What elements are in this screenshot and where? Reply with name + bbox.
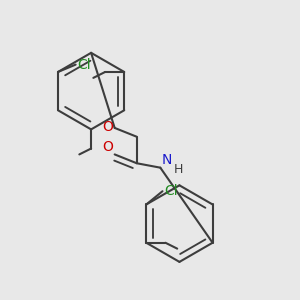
Text: H: H [174,163,183,176]
Text: O: O [102,140,113,154]
Text: O: O [102,120,113,134]
Text: N: N [161,153,172,167]
Text: Cl: Cl [164,184,178,198]
Text: Cl: Cl [77,58,91,72]
